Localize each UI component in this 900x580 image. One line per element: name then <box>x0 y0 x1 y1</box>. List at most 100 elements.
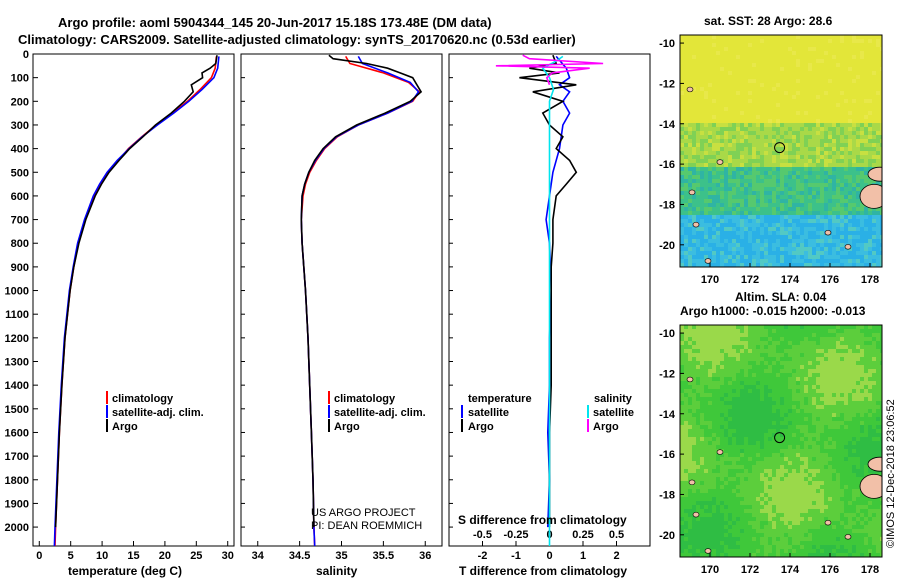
map-cell <box>848 365 852 369</box>
map-cell <box>704 417 708 421</box>
map-cell <box>860 159 864 163</box>
map-cell <box>776 223 780 227</box>
map-cell <box>804 421 808 425</box>
map-cell <box>688 99 692 103</box>
map-cell <box>764 143 768 147</box>
map-cell <box>768 227 772 231</box>
map-cell <box>728 337 732 341</box>
map-cell <box>680 187 684 191</box>
map-cell <box>848 437 852 441</box>
map-cell <box>688 127 692 131</box>
map-cell <box>680 385 684 389</box>
map-cell <box>820 191 824 195</box>
map-cell <box>740 87 744 91</box>
map-cell <box>824 147 828 151</box>
map-cell <box>752 449 756 453</box>
map-cell <box>776 381 780 385</box>
map-cell <box>872 441 876 445</box>
map-cell <box>784 91 788 95</box>
lat-tick-label: -18 <box>659 199 675 211</box>
map-cell <box>856 385 860 389</box>
map-cell <box>728 457 732 461</box>
map-cell <box>848 179 852 183</box>
map-cell <box>748 179 752 183</box>
map-cell <box>784 191 788 195</box>
map-cell <box>720 139 724 143</box>
map-cell <box>848 333 852 337</box>
map-cell <box>764 195 768 199</box>
map-cell <box>856 397 860 401</box>
map-cell <box>736 95 740 99</box>
map-cell <box>812 171 816 175</box>
map-cell <box>696 43 700 47</box>
map-cell <box>804 219 808 223</box>
map-cell <box>876 401 880 405</box>
map-cell <box>792 255 796 259</box>
map-cell <box>832 43 836 47</box>
map-cell <box>812 187 816 191</box>
map-cell <box>748 187 752 191</box>
map-cell <box>732 333 736 337</box>
map-cell <box>680 361 684 365</box>
map-cell <box>704 219 708 223</box>
depth-tick-label: 1300 <box>5 357 29 369</box>
map-cell <box>716 373 720 377</box>
map-cell <box>804 465 808 469</box>
map-cell <box>796 139 800 143</box>
map-cell <box>804 357 808 361</box>
map-cell <box>844 83 848 87</box>
map-cell <box>856 83 860 87</box>
map-cell <box>728 433 732 437</box>
map-cell <box>832 183 836 187</box>
map-cell <box>720 67 724 71</box>
map-cell <box>736 465 740 469</box>
map-cell <box>784 143 788 147</box>
map-cell <box>840 345 844 349</box>
map-cell <box>764 163 768 167</box>
map-cell <box>692 251 696 255</box>
map-cell <box>820 179 824 183</box>
map-cell <box>768 445 772 449</box>
map-cell <box>772 361 776 365</box>
map-cell <box>848 349 852 353</box>
map-cell <box>856 119 860 123</box>
map-cell <box>784 255 788 259</box>
map-cell <box>700 63 704 67</box>
map-cell <box>812 227 816 231</box>
map-cell <box>828 393 832 397</box>
map-cell <box>828 111 832 115</box>
map-cell <box>696 441 700 445</box>
salinity-profile-panel: 34 34.5 35 35.5 36 salinity climatology sate… <box>240 53 443 578</box>
map-cell <box>876 413 880 417</box>
map-cell <box>740 341 744 345</box>
map-cell <box>712 449 716 453</box>
map-cell <box>740 349 744 353</box>
map-cell <box>708 341 712 345</box>
map-cell <box>720 409 724 413</box>
map-cell <box>780 103 784 107</box>
map-cell <box>700 219 704 223</box>
map-cell <box>852 95 856 99</box>
map-cell <box>784 99 788 103</box>
map-cell <box>772 235 776 239</box>
map-cell <box>856 223 860 227</box>
map-cell <box>752 465 756 469</box>
map-cell <box>796 135 800 139</box>
map-cell <box>716 365 720 369</box>
map-cell <box>868 127 872 131</box>
map-cell <box>740 111 744 115</box>
map-cell <box>748 195 752 199</box>
map-cell <box>856 373 860 377</box>
map-cell <box>860 127 864 131</box>
map-cell <box>852 67 856 71</box>
map-cell <box>804 147 808 151</box>
map-cell <box>752 349 756 353</box>
map-cell <box>852 43 856 47</box>
map-cell <box>796 127 800 131</box>
map-cell <box>812 151 816 155</box>
map-cell <box>856 453 860 457</box>
map-cell <box>772 175 776 179</box>
map-cell <box>868 159 872 163</box>
map-cell <box>724 219 728 223</box>
map-cell <box>700 131 704 135</box>
